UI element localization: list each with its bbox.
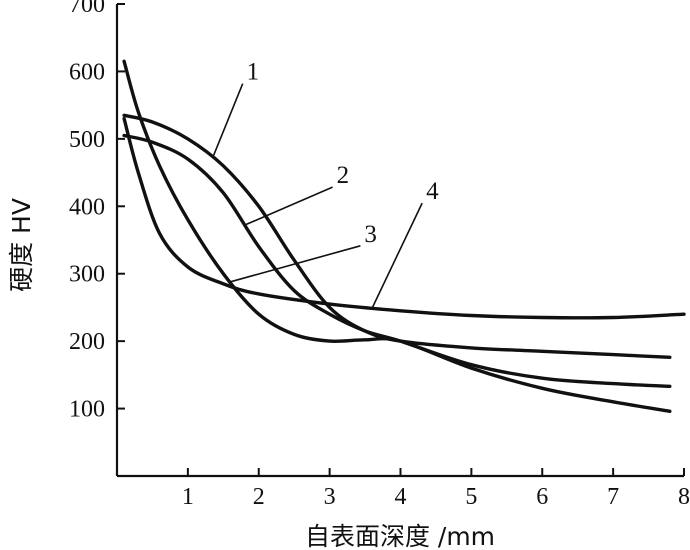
series-line-4: [122, 116, 686, 320]
annotation-group: 1 2 3 4: [211, 59, 439, 309]
leader-line-2: [244, 186, 333, 226]
series-line-2: [122, 133, 672, 388]
x-tick-label-7: 7: [607, 484, 619, 510]
x-tick-label-1: 1: [182, 484, 194, 510]
series-group: [122, 59, 686, 413]
curve-label-4: 4: [426, 178, 439, 205]
y-ticks: 100 200 300 400 500 600 700: [69, 0, 125, 423]
x-tick-label-6: 6: [536, 484, 548, 510]
x-tick-label-2: 2: [253, 484, 265, 510]
curve-label-1: 1: [247, 59, 260, 86]
curve-label-3: 3: [364, 221, 377, 248]
series-line-3: [122, 59, 672, 413]
x-tick-label-5: 5: [465, 484, 477, 510]
y-tick-label-500: 500: [69, 127, 105, 153]
leader-line-4: [371, 202, 423, 309]
y-tick-label-400: 400: [69, 194, 105, 220]
leader-line-3: [230, 245, 361, 283]
y-tick-label-100: 100: [69, 397, 105, 423]
y-tick-label-700: 700: [69, 0, 105, 18]
series-line-1: [122, 113, 672, 359]
x-tick-label-3: 3: [324, 484, 336, 510]
y-tick-label-300: 300: [69, 262, 105, 288]
y-axis-label: 硬度 HV: [7, 198, 36, 292]
leader-line-1: [211, 83, 244, 159]
x-tick-label-8: 8: [678, 484, 690, 510]
y-tick-label-200: 200: [69, 329, 105, 355]
curve-label-2: 2: [337, 162, 350, 189]
x-tick-label-4: 4: [395, 484, 407, 510]
x-ticks: 1 2 3 4 5 6 7 8: [182, 468, 690, 510]
x-axis-label: 自表面深度 /mm: [305, 522, 495, 550]
y-tick-label-600: 600: [69, 59, 105, 85]
